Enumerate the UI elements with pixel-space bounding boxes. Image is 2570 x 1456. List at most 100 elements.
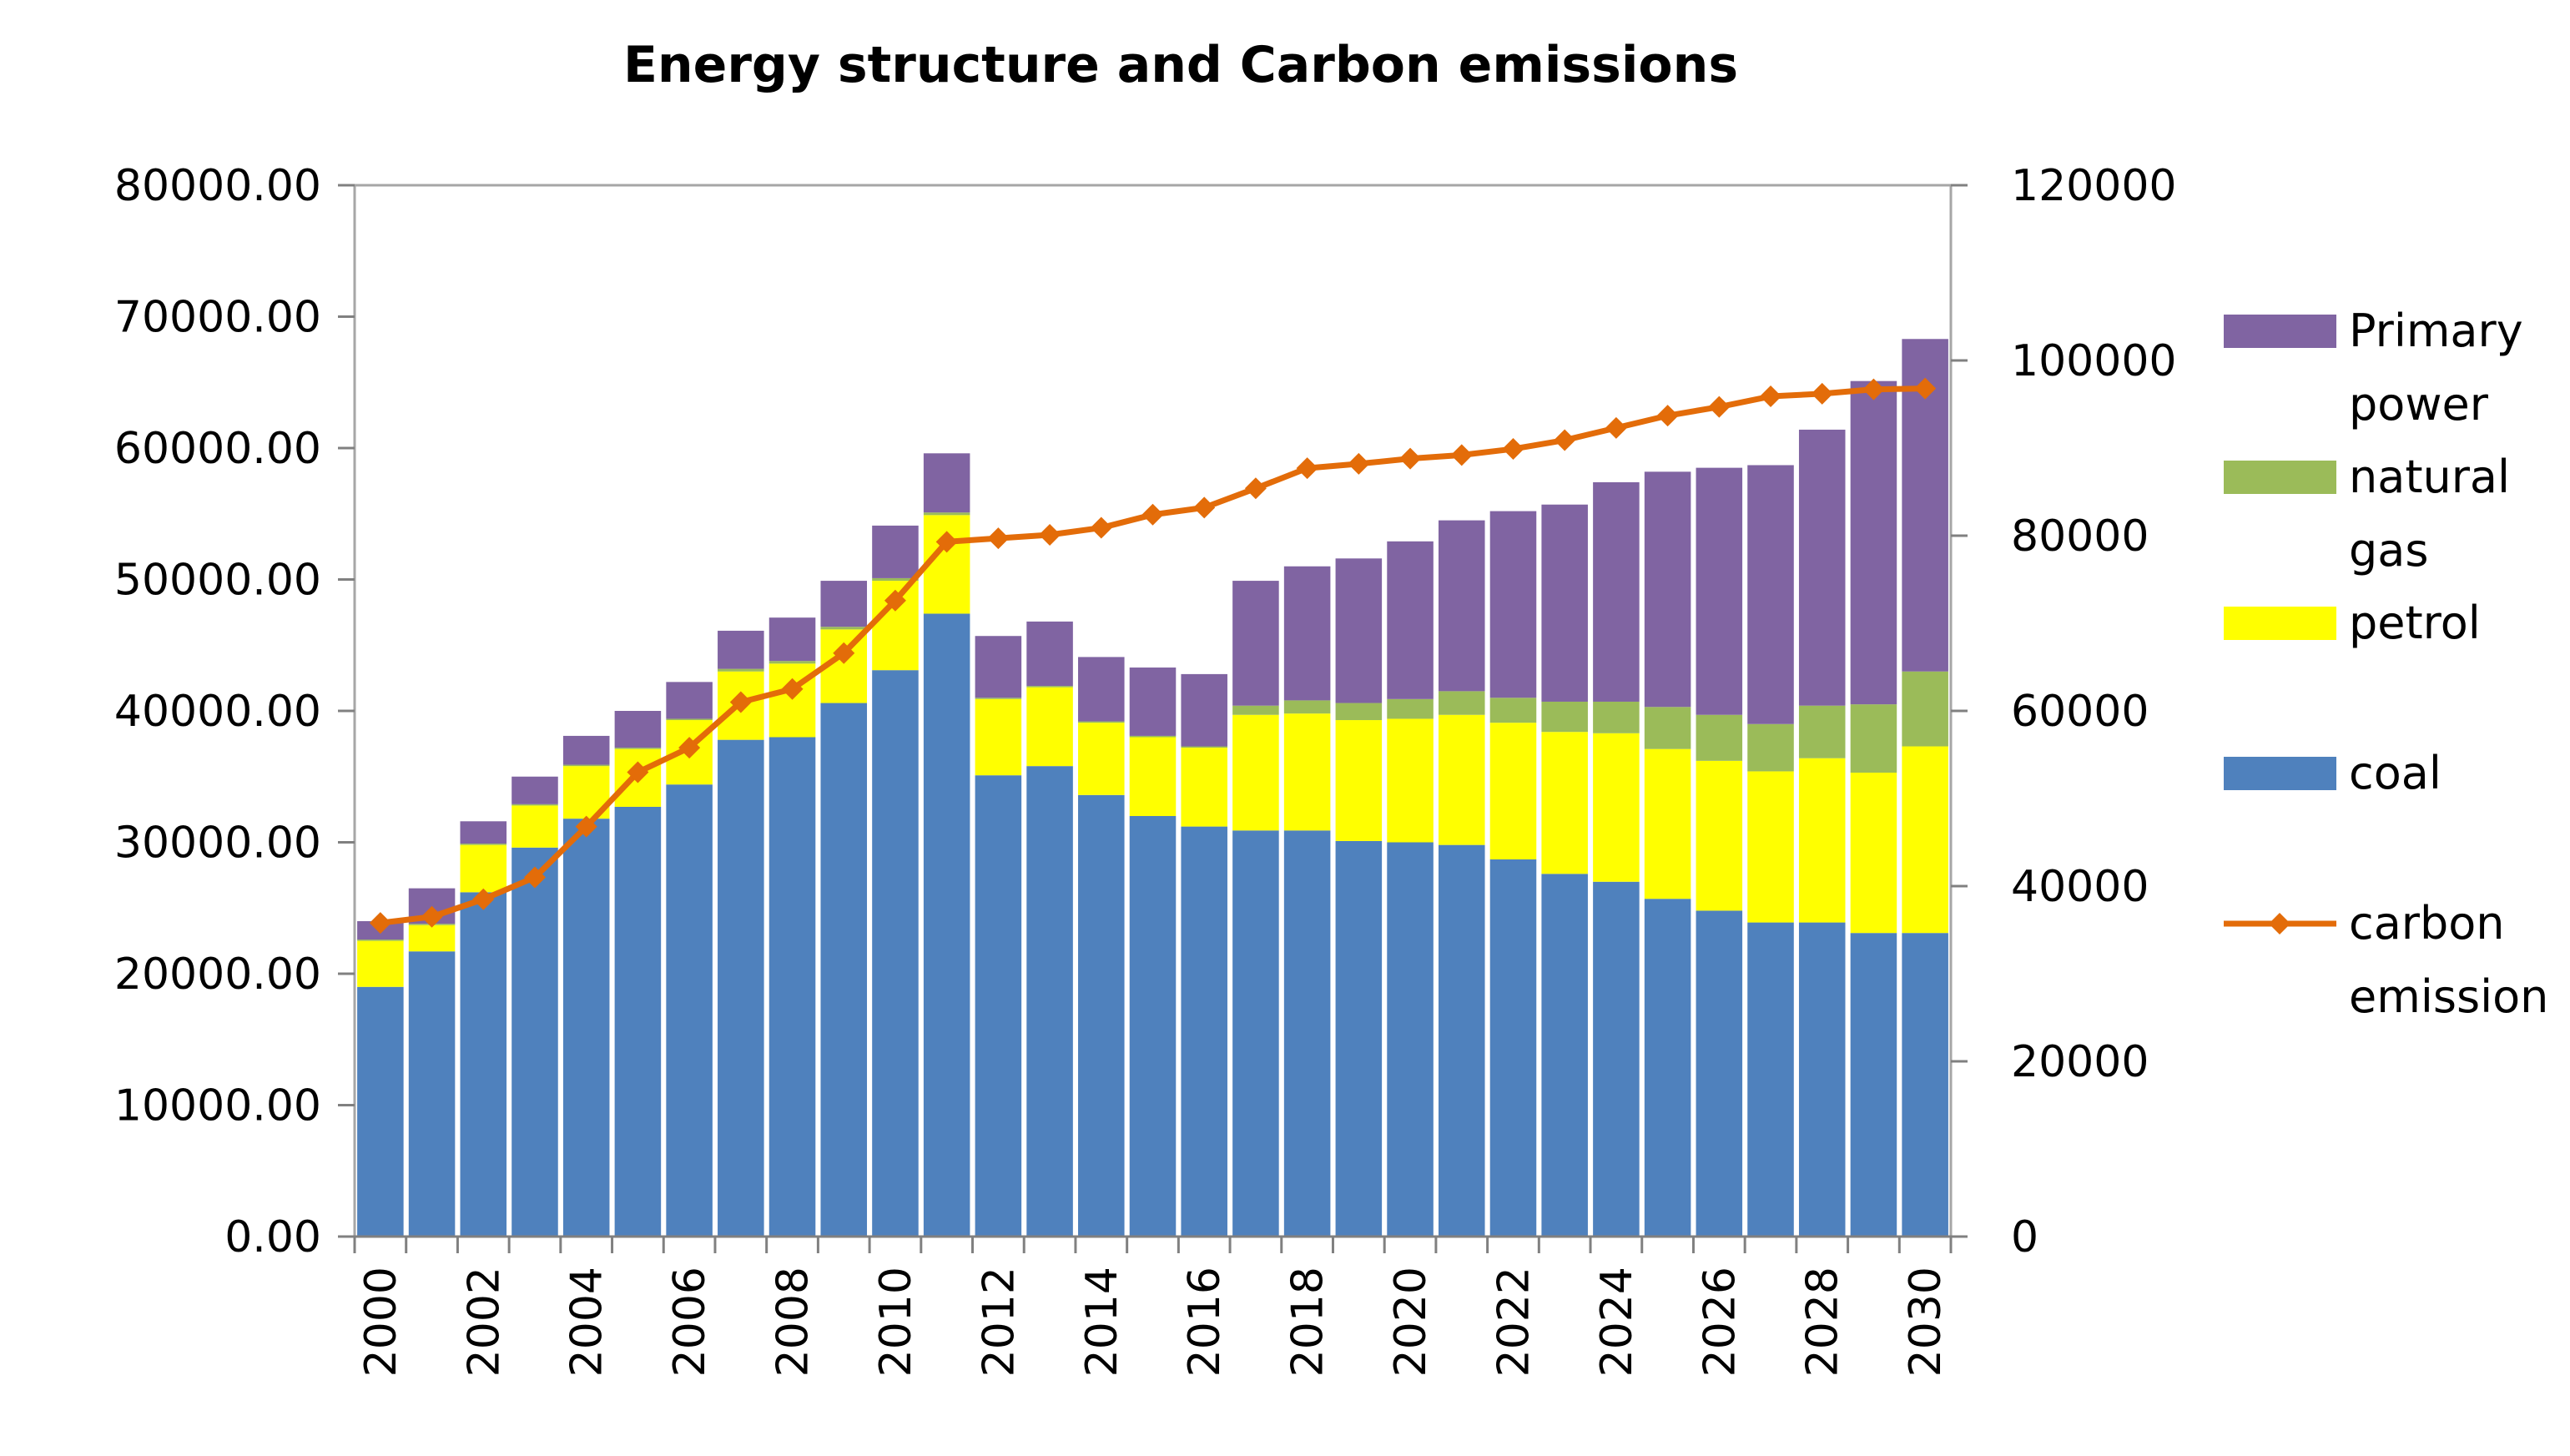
bar-petrol [1129,737,1177,816]
bar-primary-power [460,821,507,844]
bar-primary-power [1593,481,1640,702]
y-left-tick-label: 30000.00 [114,819,321,869]
bar-coal [1129,816,1177,1237]
y-right-tick-label: 20000 [2011,1037,2149,1087]
carbon-emission-point [1605,416,1627,439]
bar-petrol [511,805,558,848]
bar-petrol [1335,720,1383,841]
bar-natural-gas [1798,705,1846,758]
carbon-emission-point [1039,523,1061,546]
bar-coal [820,703,868,1237]
carbon-emission-point [729,691,752,713]
bar-natural-gas [1026,686,1073,688]
bar-coal [408,951,456,1237]
bar-primary-power [1798,429,1846,706]
y-left-tick-label: 70000.00 [114,293,321,343]
bar-primary-power [511,776,558,804]
bar-natural-gas [1387,698,1434,719]
carbon-emission-point [987,527,1010,550]
carbon-emission-point [1399,447,1422,470]
x-tick-label: 2012 [974,1267,1024,1377]
bar-petrol [1283,713,1331,831]
carbon-emission-point [1811,382,1833,405]
x-tick-label: 2000 [356,1267,406,1377]
bar-natural-gas [820,627,868,630]
bar-primary-power [975,636,1022,698]
bar-coal [562,819,610,1237]
bar-primary-power [718,630,764,669]
bar-natural-gas [923,512,970,516]
chart-title: Energy structure and Carbon emissions [623,36,1738,94]
legend-key-marker [2269,913,2290,935]
carbon-emission-point [1090,516,1112,539]
bar-natural-gas [1078,721,1125,723]
bar-primary-power [1541,504,1588,702]
bar-coal [1696,910,1743,1237]
x-tick-label: 2026 [1695,1267,1745,1377]
x-tick-label: 2028 [1798,1267,1848,1377]
legend-label: power [2349,378,2489,431]
legend-key-petrol [2224,607,2336,640]
bar-primary-power [1489,511,1537,698]
bar-petrol [975,698,1022,776]
legend-key-coal [2224,757,2336,790]
bar-coal [1593,881,1640,1237]
bar-primary-power [872,525,919,578]
bar-petrol [1181,748,1227,827]
legend-key-natural-gas [2224,461,2336,494]
bar-natural-gas [562,764,610,767]
x-tick-label: 2004 [562,1267,612,1377]
legend-label: carbon [2349,897,2505,950]
bar-coal [666,784,713,1237]
bar-petrol [408,924,456,952]
line-layer [369,377,1937,935]
x-tick-label: 2022 [1489,1267,1539,1377]
bar-coal [872,670,919,1237]
y-left-tick-label: 10000.00 [114,1081,321,1131]
bar-natural-gas [1489,698,1537,723]
y-left-tick-label: 80000.00 [114,161,321,211]
legend-key-primary-power [2224,315,2336,348]
bar-primary-power [1438,520,1485,692]
x-tick-label: 2030 [1901,1267,1951,1377]
carbon-emission-point [1193,496,1216,519]
y-left-tick-label: 20000.00 [114,950,321,1000]
bar-coal [1026,766,1073,1237]
carbon-emission-point [627,761,649,783]
bar-primary-power [1026,621,1073,687]
carbon-emission-point [523,866,546,889]
bar-coal [1747,922,1794,1237]
bar-coal [1232,830,1279,1237]
carbon-emission-point [781,678,804,700]
y-right-tick-label: 60000 [2011,687,2149,737]
bar-petrol [357,940,404,987]
y-right-tick-label: 40000 [2011,862,2149,912]
carbon-emission-point [369,912,391,935]
bar-natural-gas [1644,707,1691,749]
bar-natural-gas [872,577,919,582]
bar-primary-power [1387,541,1434,699]
legend-label: natural [2349,451,2510,503]
legend-label: gas [2349,524,2429,577]
bar-natural-gas [1541,701,1588,733]
carbon-emission-point [1708,395,1731,418]
bar-natural-gas [975,698,1022,699]
bar-primary-power [1181,673,1227,747]
carbon-emission-point [833,642,855,664]
bar-petrol [1644,748,1691,899]
carbon-emission-point [884,589,906,612]
bar-petrol [1489,723,1537,859]
carbon-emission-point [1348,452,1370,475]
x-tick-label: 2002 [459,1267,509,1377]
legend-label: emission [2349,970,2548,1023]
bars-layer [357,339,1948,1237]
bar-primary-power [1335,558,1383,703]
carbon-emission-point [575,815,597,838]
bar-primary-power [562,735,610,765]
bar-coal [1181,826,1227,1237]
bar-natural-gas [1696,714,1743,761]
y-right-tick-label: 0 [2011,1212,2038,1262]
bar-coal [1902,933,1948,1237]
y-right-tick-label: 80000 [2011,511,2149,562]
bar-petrol [1593,733,1640,882]
